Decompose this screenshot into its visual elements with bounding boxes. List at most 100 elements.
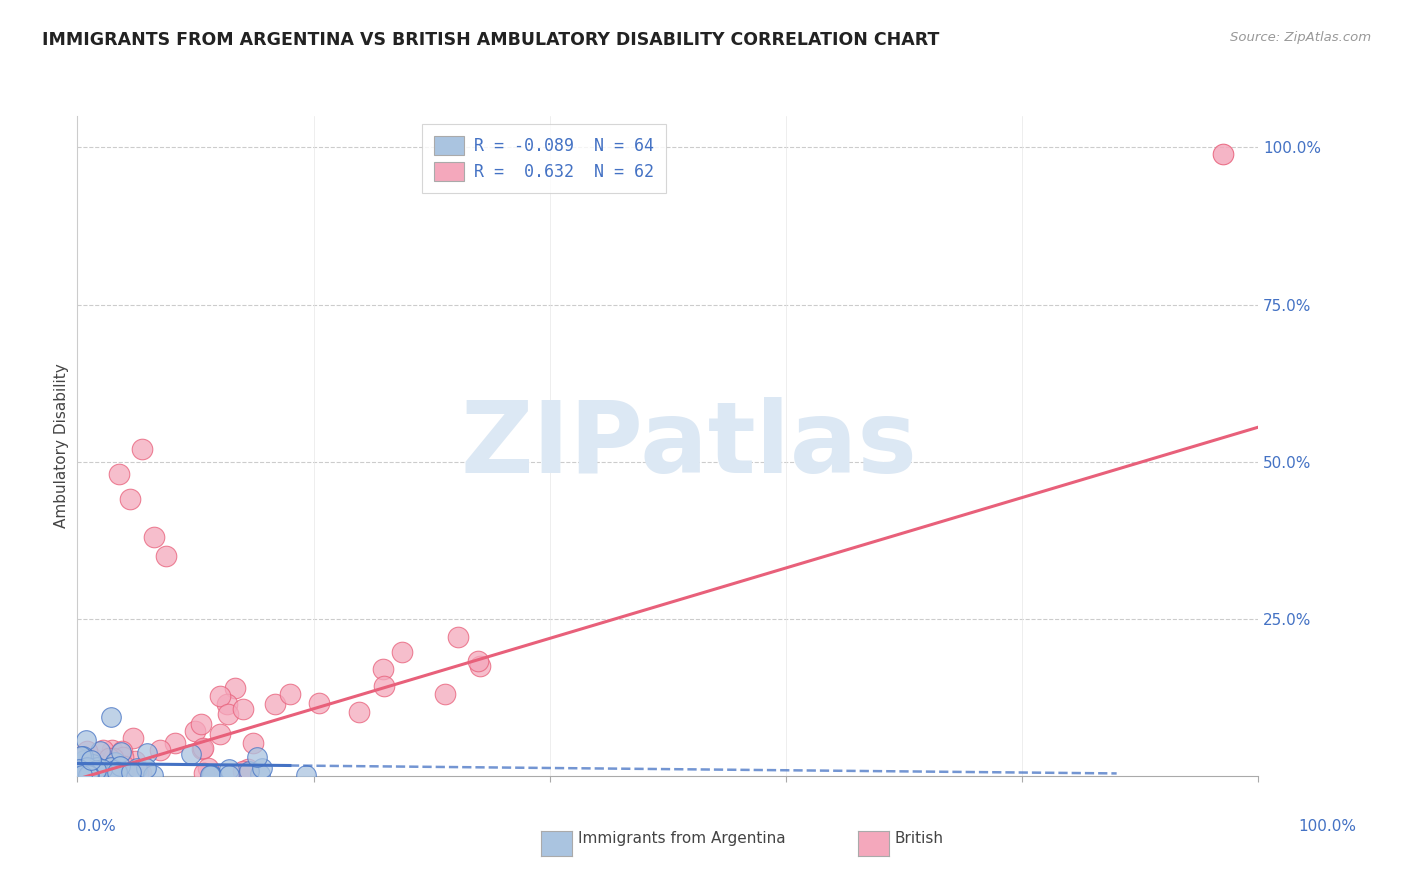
Point [264, 697, 287, 711]
Point [218, 768, 240, 782]
Point [224, 681, 246, 696]
Point [75, 762, 97, 776]
Point [77, 768, 100, 782]
Point [77, 763, 100, 777]
Point [136, 746, 159, 760]
Point [100, 765, 122, 780]
Point [135, 761, 157, 775]
Point [105, 764, 128, 779]
Point [67, 764, 90, 778]
Point [73, 768, 96, 782]
Point [155, 549, 177, 563]
Point [79, 767, 101, 781]
Point [198, 768, 221, 782]
Point [249, 767, 271, 781]
Point [308, 696, 330, 710]
Point [246, 749, 269, 764]
Point [104, 763, 127, 777]
Point [70, 761, 93, 775]
Point [111, 750, 134, 764]
Point [142, 768, 165, 782]
Point [193, 765, 215, 780]
Point [209, 727, 232, 741]
Text: 100.0%: 100.0% [1299, 819, 1357, 834]
Point [70, 768, 93, 782]
Point [98, 765, 121, 780]
Point [143, 530, 166, 544]
Point [238, 764, 260, 779]
Point [217, 706, 239, 721]
Point [72, 748, 94, 763]
Point [75, 732, 97, 747]
Text: 0.0%: 0.0% [77, 819, 117, 834]
Point [82, 765, 104, 780]
Point [89, 765, 111, 780]
Point [86, 759, 108, 773]
Point [1212, 146, 1234, 161]
Legend: R = -0.089  N = 64, R =  0.632  N = 62: R = -0.089 N = 64, R = 0.632 N = 62 [422, 124, 665, 193]
Point [131, 442, 153, 457]
Point [91, 742, 114, 756]
Point [373, 679, 395, 693]
Point [129, 765, 152, 780]
Point [107, 467, 129, 482]
Point [82, 768, 104, 782]
Point [76, 768, 98, 782]
Point [238, 763, 260, 777]
Point [120, 768, 142, 782]
Point [67, 762, 90, 776]
Point [191, 742, 214, 756]
Point [197, 761, 219, 775]
Point [97, 765, 120, 780]
Point [124, 754, 146, 768]
Point [120, 765, 142, 780]
Point [122, 731, 145, 745]
Point [371, 662, 394, 676]
Point [76, 744, 98, 758]
Point [127, 765, 149, 780]
Point [69, 764, 91, 779]
Point [87, 762, 110, 776]
Point [84, 768, 107, 782]
Point [77, 764, 100, 779]
Point [180, 747, 202, 762]
Point [72, 765, 94, 780]
Text: Immigrants from Argentina: Immigrants from Argentina [578, 831, 786, 847]
Point [104, 755, 127, 769]
Point [73, 765, 96, 780]
Point [217, 698, 239, 712]
Text: IMMIGRANTS FROM ARGENTINA VS BRITISH AMBULATORY DISABILITY CORRELATION CHART: IMMIGRANTS FROM ARGENTINA VS BRITISH AMB… [42, 31, 939, 49]
Point [467, 654, 489, 668]
Point [76, 766, 98, 780]
Text: ZIPatlas: ZIPatlas [461, 398, 917, 494]
Point [96, 765, 118, 780]
Point [242, 736, 264, 750]
Point [70, 748, 93, 763]
Text: British: British [894, 831, 943, 847]
Point [83, 751, 105, 765]
Point [232, 701, 254, 715]
Point [69, 756, 91, 771]
Point [108, 764, 131, 779]
Point [111, 765, 134, 780]
Point [201, 768, 224, 782]
Point [89, 744, 111, 758]
Point [250, 760, 273, 774]
Point [391, 645, 413, 659]
Point [447, 630, 470, 644]
Text: Source: ZipAtlas.com: Source: ZipAtlas.com [1230, 31, 1371, 45]
Point [76, 765, 98, 780]
Point [73, 753, 96, 767]
Point [108, 759, 131, 773]
Point [294, 768, 316, 782]
Point [97, 764, 120, 778]
Point [75, 752, 97, 766]
Point [84, 761, 107, 775]
Point [347, 705, 370, 719]
Point [183, 723, 205, 738]
Point [209, 689, 232, 703]
Point [76, 762, 98, 776]
Point [101, 751, 124, 765]
Point [97, 751, 120, 765]
Point [67, 764, 90, 778]
